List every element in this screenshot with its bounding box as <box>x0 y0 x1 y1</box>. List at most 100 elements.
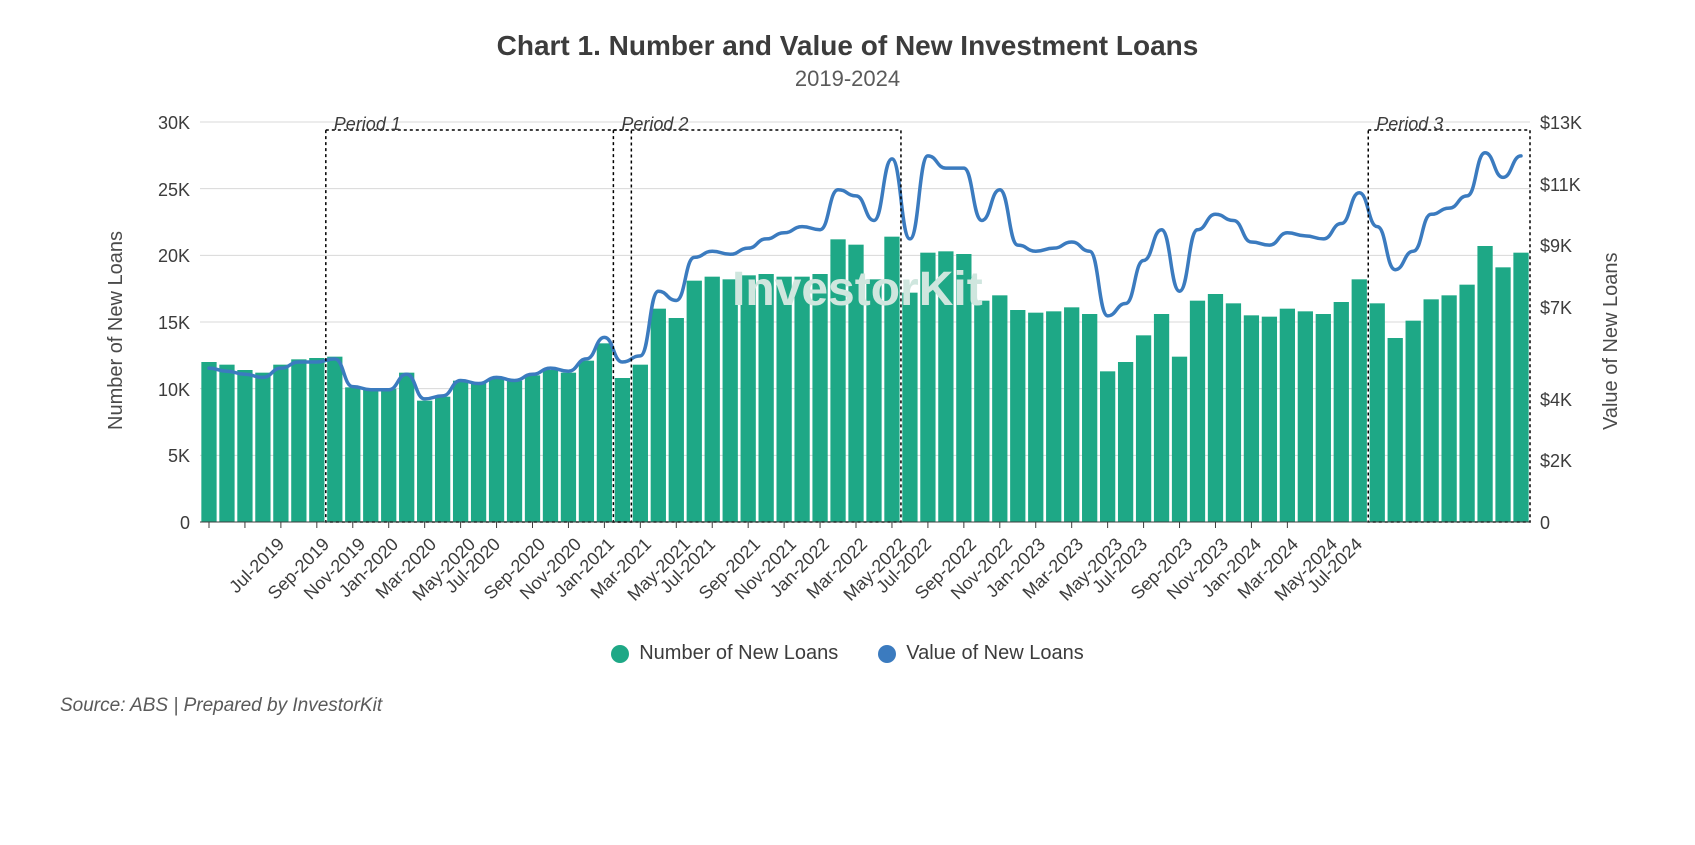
bar <box>1010 310 1025 522</box>
y-right-tick: $13K <box>1540 113 1582 134</box>
bar <box>1370 303 1385 522</box>
bar <box>1262 317 1277 522</box>
bar <box>956 254 971 522</box>
bar <box>1459 285 1474 522</box>
y-axis-left-label: Number of New Loans <box>105 231 128 430</box>
bar <box>776 277 791 522</box>
y-left-tick: 30K <box>140 113 190 134</box>
chart-svg <box>60 112 1670 532</box>
legend: Number of New Loans Value of New Loans <box>60 642 1635 665</box>
bar <box>507 381 522 522</box>
y-right-tick: $4K <box>1540 390 1572 411</box>
bar <box>974 301 989 522</box>
source-note: Source: ABS | Prepared by InvestorKit <box>60 695 1635 717</box>
legend-item: Number of New Loans <box>611 642 838 665</box>
bar <box>920 253 935 522</box>
bar <box>669 318 684 522</box>
bar <box>597 343 612 522</box>
plot-region: Number of New Loans Value of New Loans I… <box>60 112 1670 532</box>
legend-label: Number of New Loans <box>639 642 838 665</box>
bar <box>345 387 360 522</box>
bar <box>830 239 845 522</box>
bar <box>255 373 270 522</box>
bar <box>866 279 881 522</box>
legend-swatch <box>611 645 629 663</box>
y-left-tick: 25K <box>140 180 190 201</box>
chart-subtitle: 2019-2024 <box>60 66 1635 92</box>
bar <box>1046 311 1061 522</box>
bar <box>417 401 432 522</box>
bar <box>687 281 702 522</box>
period-label: Period 2 <box>621 114 688 135</box>
y-right-tick: 0 <box>1540 513 1550 534</box>
bar <box>1064 307 1079 522</box>
period-label: Period 1 <box>334 114 401 135</box>
bar <box>615 378 630 522</box>
bar <box>1082 314 1097 522</box>
bar <box>1172 357 1187 522</box>
bar <box>705 277 720 522</box>
bar <box>1100 371 1115 522</box>
bar <box>1154 314 1169 522</box>
bar <box>1118 362 1133 522</box>
bar <box>1513 253 1528 522</box>
bar <box>1495 267 1510 522</box>
chart-container: Chart 1. Number and Value of New Investm… <box>0 0 1695 845</box>
y-right-tick: $9K <box>1540 236 1572 257</box>
bar <box>453 381 468 522</box>
bar <box>1244 315 1259 522</box>
bar <box>848 245 863 522</box>
bar <box>1316 314 1331 522</box>
bar <box>543 370 558 522</box>
bar <box>1424 299 1439 522</box>
bar <box>1226 303 1241 522</box>
y-left-tick: 5K <box>140 446 190 467</box>
y-left-tick: 20K <box>140 246 190 267</box>
chart-title: Chart 1. Number and Value of New Investm… <box>60 30 1635 62</box>
bar <box>399 373 414 522</box>
bar <box>291 359 306 522</box>
bar <box>273 365 288 522</box>
bar <box>1352 279 1367 522</box>
bar <box>884 237 899 522</box>
bar <box>794 277 809 522</box>
y-left-tick: 0 <box>140 513 190 534</box>
bar <box>723 279 738 522</box>
bar <box>381 389 396 522</box>
bar <box>561 373 576 522</box>
bar <box>363 390 378 522</box>
y-right-tick: $11K <box>1540 175 1581 196</box>
bar <box>651 309 666 522</box>
bar <box>1388 338 1403 522</box>
bar <box>525 375 540 522</box>
y-right-tick: $7K <box>1540 298 1572 319</box>
bar <box>1477 246 1492 522</box>
bar <box>1280 309 1295 522</box>
bar <box>633 365 648 522</box>
bar <box>1298 311 1313 522</box>
bar <box>435 397 450 522</box>
bar <box>1208 294 1223 522</box>
bar <box>992 295 1007 522</box>
bar <box>1441 295 1456 522</box>
bar <box>1136 335 1151 522</box>
legend-item: Value of New Loans <box>878 642 1084 665</box>
bar <box>219 365 234 522</box>
y-left-tick: 10K <box>140 380 190 401</box>
bar <box>902 293 917 522</box>
bar <box>1190 301 1205 522</box>
y-axis-right-label: Value of New Loans <box>1600 252 1623 430</box>
bar <box>309 358 324 522</box>
bar <box>741 275 756 522</box>
legend-label: Value of New Loans <box>906 642 1084 665</box>
bar <box>1334 302 1349 522</box>
bar <box>1406 321 1421 522</box>
bar <box>489 378 504 522</box>
bar <box>237 370 252 522</box>
bar <box>471 382 486 522</box>
period-label: Period 3 <box>1376 114 1443 135</box>
bar <box>938 251 953 522</box>
legend-swatch <box>878 645 896 663</box>
bar <box>759 274 774 522</box>
bar <box>327 357 342 522</box>
